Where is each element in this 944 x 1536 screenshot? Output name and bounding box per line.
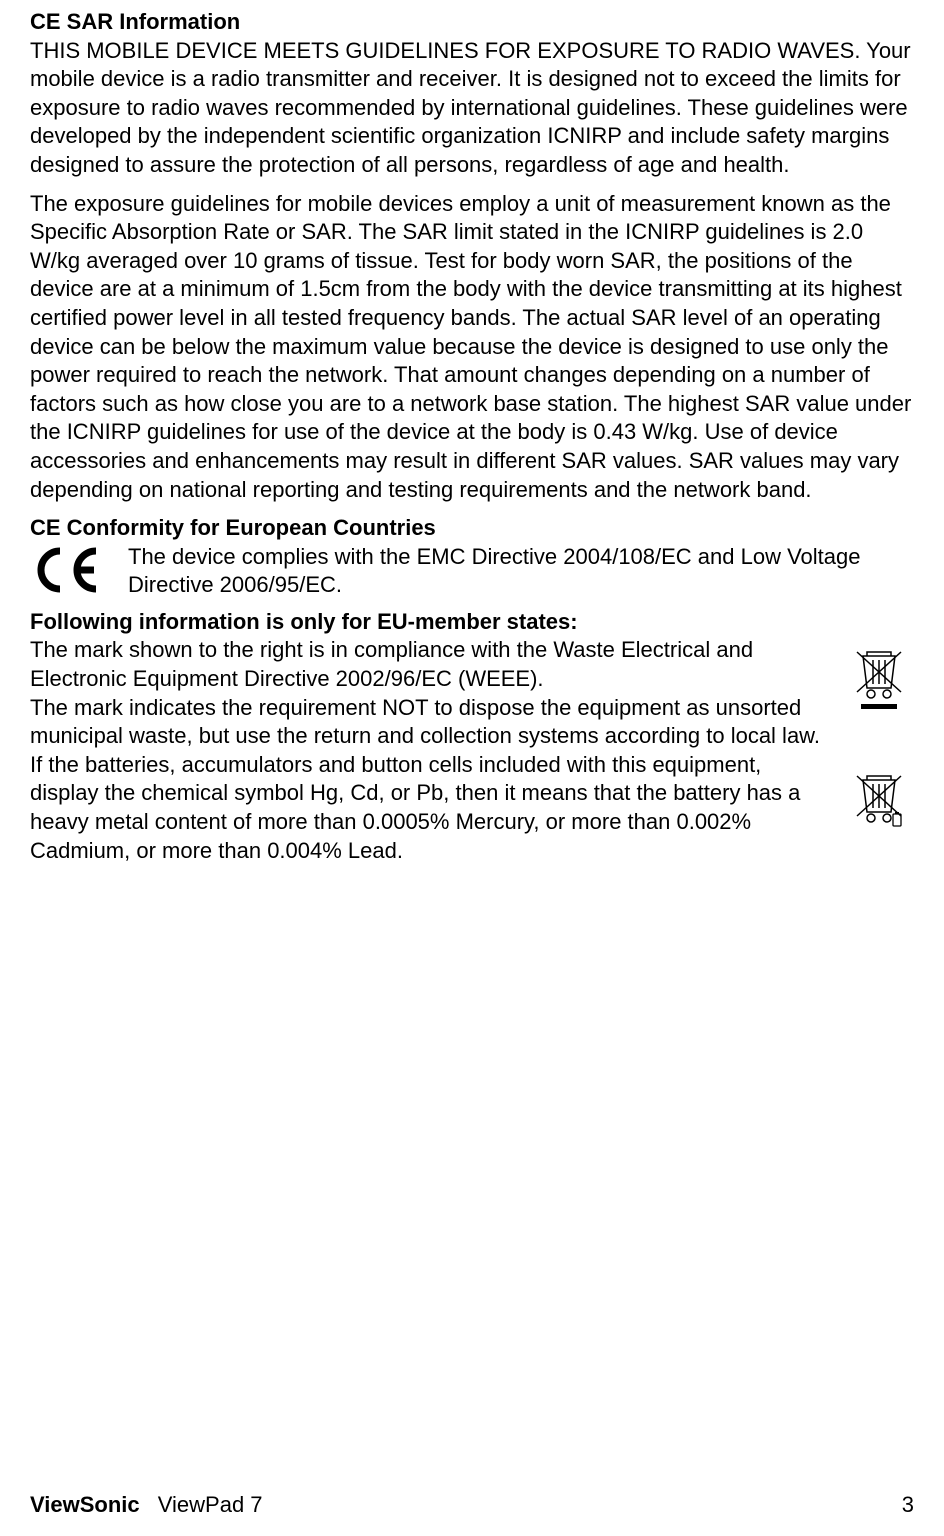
sar-para-2: The exposure guidelines for mobile devic… <box>30 190 914 505</box>
conformity-section: CE Conformity for European Countries The… <box>30 514 914 600</box>
footer-product: ViewPad 7 <box>158 1492 263 1517</box>
battery-bin-icon <box>844 770 914 828</box>
eu-heading: Following information is only for EU-mem… <box>30 608 914 637</box>
sar-section: CE SAR Information THIS MOBILE DEVICE ME… <box>30 8 914 504</box>
page-footer: ViewSonic ViewPad 7 3 <box>30 1492 914 1518</box>
conformity-heading: CE Conformity for European Countries <box>30 514 914 543</box>
conformity-text: The device complies with the EMC Directi… <box>128 543 914 600</box>
weee-bin-icon <box>844 646 914 710</box>
footer-page-number: 3 <box>902 1492 914 1518</box>
eu-para-3: If the batteries, accumulators and butto… <box>30 751 828 865</box>
sar-para-1: THIS MOBILE DEVICE MEETS GUIDELINES FOR … <box>30 37 914 180</box>
footer-brand: ViewSonic <box>30 1492 140 1517</box>
eu-para-1: The mark shown to the right is in compli… <box>30 636 828 693</box>
eu-section: Following information is only for EU-mem… <box>30 608 914 865</box>
footer-left: ViewSonic ViewPad 7 <box>30 1492 263 1518</box>
eu-para-2: The mark indicates the requirement NOT t… <box>30 694 828 751</box>
ce-mark-icon <box>30 543 110 593</box>
sar-heading: CE SAR Information <box>30 8 914 37</box>
